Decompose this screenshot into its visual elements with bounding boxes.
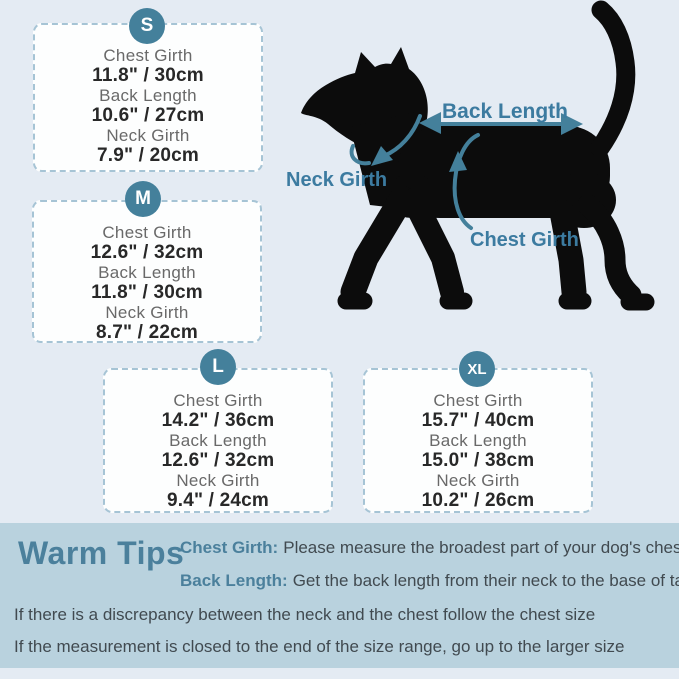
measure-label: Back Length bbox=[98, 263, 196, 282]
back-length-label: Back Length bbox=[441, 100, 569, 123]
measure-label: Neck Girth bbox=[105, 303, 189, 322]
size-card-rows: Chest Girth 14.2" / 36cm Back Length 12.… bbox=[105, 370, 331, 511]
measure-value: 12.6" / 32cm bbox=[161, 450, 275, 471]
size-card-l: Chest Girth 14.2" / 36cm Back Length 12.… bbox=[103, 368, 333, 513]
tip-text: Get the back length from their neck to t… bbox=[292, 571, 679, 590]
measure-value: 11.8" / 30cm bbox=[92, 65, 204, 86]
size-card-rows: Chest Girth 12.6" / 32cm Back Length 11.… bbox=[34, 202, 260, 343]
measure-label: Neck Girth bbox=[106, 126, 190, 145]
measure-value: 10.6" / 27cm bbox=[91, 105, 205, 126]
size-card-xl: Chest Girth 15.7" / 40cm Back Length 15.… bbox=[363, 368, 593, 513]
size-badge-l: L bbox=[200, 349, 236, 385]
measure-label: Neck Girth bbox=[436, 471, 520, 490]
chest-girth-label: Chest Girth bbox=[470, 229, 579, 251]
note-discrepancy: If there is a discrepancy between the ne… bbox=[14, 605, 596, 624]
measure-value: 8.7" / 22cm bbox=[95, 322, 199, 343]
measure-label: Neck Girth bbox=[176, 471, 260, 490]
size-badge-m: M bbox=[125, 181, 161, 217]
cat-silhouette bbox=[301, 0, 655, 311]
tip-text: Please measure the broadest part of your… bbox=[283, 538, 679, 557]
tip-label: Chest Girth: bbox=[180, 538, 279, 557]
measure-value: 15.7" / 40cm bbox=[421, 410, 535, 431]
size-card-rows: Chest Girth 11.8" / 30cm Back Length 10.… bbox=[35, 25, 261, 166]
measure-label: Back Length bbox=[429, 431, 527, 450]
measure-label: Back Length bbox=[99, 86, 197, 105]
measure-value: 7.9" / 20cm bbox=[96, 145, 200, 166]
measure-label: Back Length bbox=[169, 431, 267, 450]
measure-value: 12.6" / 32cm bbox=[90, 242, 204, 263]
size-badge-s: S bbox=[129, 8, 165, 44]
warm-tips-heading: Warm Tips bbox=[18, 535, 185, 571]
measure-value: 11.8" / 30cm bbox=[91, 282, 203, 303]
neck-girth-arrow bbox=[349, 114, 422, 166]
measure-value: 9.4" / 24cm bbox=[166, 490, 270, 511]
measure-value: 10.2" / 26cm bbox=[421, 490, 535, 511]
size-card-s: Chest Girth 11.8" / 30cm Back Length 10.… bbox=[33, 23, 263, 172]
measure-value: 14.2" / 36cm bbox=[161, 410, 275, 431]
measure-label: Chest Girth bbox=[433, 391, 523, 410]
measure-value: 15.0" / 38cm bbox=[421, 450, 535, 471]
note-size-range: If the measurement is closed to the end … bbox=[14, 637, 625, 656]
warm-tips-section: Warm Tips Chest Girth: Please measure the… bbox=[0, 523, 679, 668]
back-length-arrow bbox=[419, 112, 583, 135]
measure-label: Chest Girth bbox=[102, 223, 192, 242]
tip-chest-girth: Chest Girth: Please measure the broadest … bbox=[180, 538, 679, 558]
neck-girth-label: Neck Girth bbox=[286, 169, 388, 191]
cat-silhouette-diagram bbox=[301, 0, 655, 311]
tip-back-length: Back Length: Get the back length from the… bbox=[180, 571, 679, 591]
chest-girth-arrow bbox=[449, 133, 480, 230]
measure-label: Chest Girth bbox=[173, 391, 263, 410]
tip-label: Back Length: bbox=[180, 571, 288, 590]
size-card-rows: Chest Girth 15.7" / 40cm Back Length 15.… bbox=[365, 370, 591, 511]
measure-label: Chest Girth bbox=[103, 46, 193, 65]
size-badge-xl: XL bbox=[459, 351, 495, 387]
